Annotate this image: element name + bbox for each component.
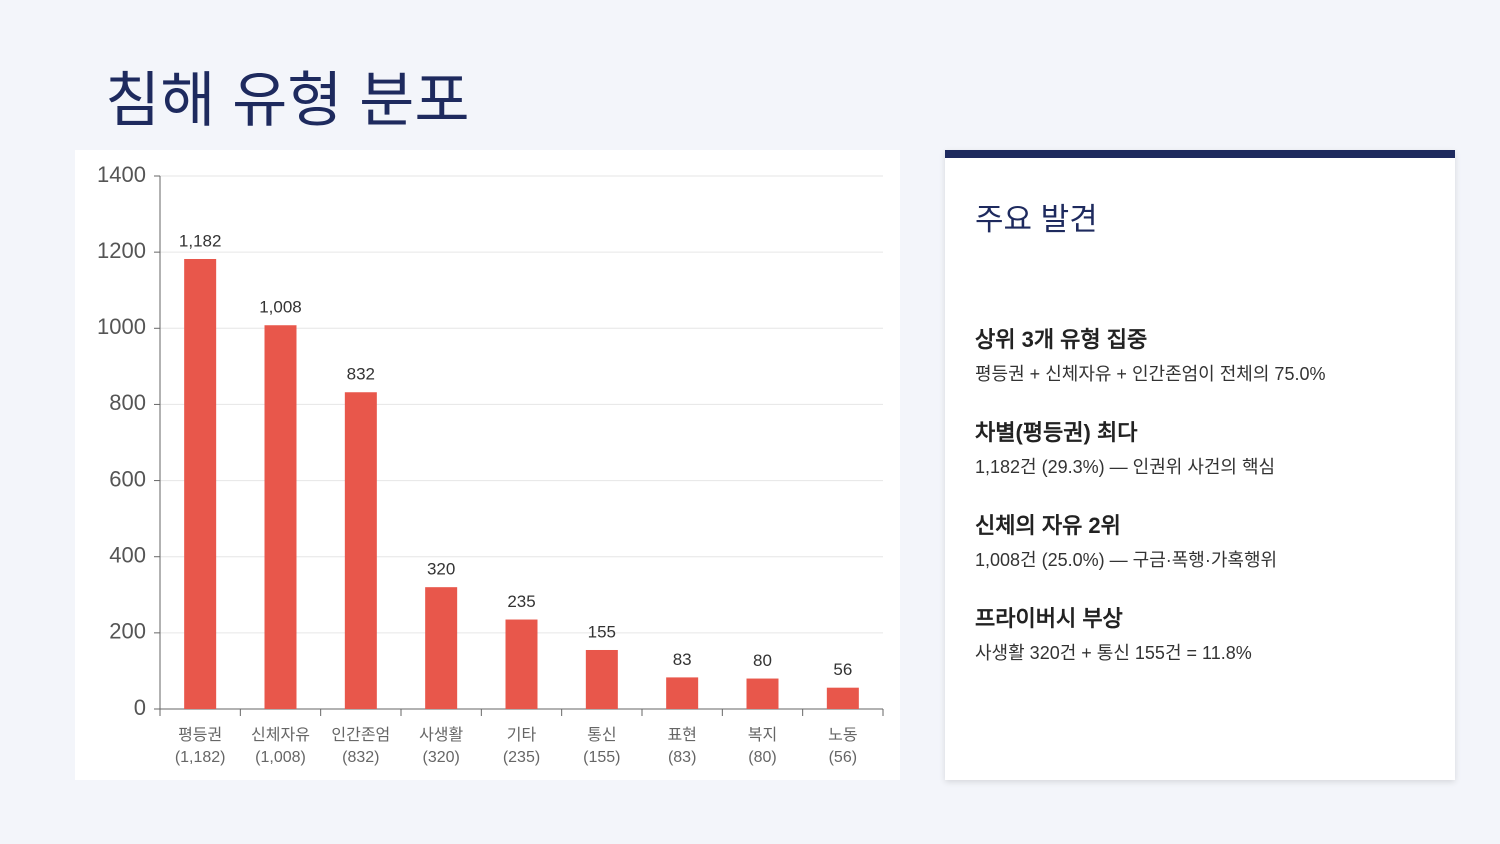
bar bbox=[746, 678, 779, 709]
bar bbox=[826, 687, 859, 709]
finding-heading: 차별(평등권) 최다 bbox=[975, 420, 1138, 445]
finding-heading: 상위 3개 유형 집중 bbox=[975, 327, 1148, 352]
y-tick-label: 1200 bbox=[97, 238, 146, 263]
x-tick-label: (1,008) bbox=[255, 749, 306, 766]
finding-heading: 신체의 자유 2위 bbox=[975, 513, 1121, 538]
data-label: 56 bbox=[833, 660, 852, 679]
slide-title: 침해 유형 분포 bbox=[105, 67, 470, 134]
y-tick-label: 0 bbox=[134, 695, 146, 720]
finding: 차별(평등권) 최다 1,182건 (29.3%) — 인권위 사건의 핵심 bbox=[975, 415, 1275, 479]
y-tick-label: 1400 bbox=[97, 162, 146, 187]
y-tick-label: 1000 bbox=[97, 314, 146, 339]
x-tick-label: 신체자유 bbox=[251, 726, 310, 744]
bar bbox=[184, 258, 217, 709]
bar bbox=[344, 392, 377, 709]
bar bbox=[505, 619, 538, 709]
data-label: 832 bbox=[347, 365, 375, 384]
data-label: 83 bbox=[673, 650, 692, 669]
y-tick-label: 400 bbox=[109, 543, 146, 568]
bar bbox=[666, 677, 699, 709]
x-tick-label: (80) bbox=[748, 749, 776, 766]
chart: 0 200 400 600 800 1000 1200 1400 평등권 (1,182) 1,182… bbox=[97, 162, 884, 766]
x-tick-label: (832) bbox=[342, 749, 379, 766]
bar bbox=[264, 325, 297, 709]
x-tick-label: 노동 bbox=[828, 727, 857, 744]
bar bbox=[585, 649, 618, 709]
x-tick-label: (155) bbox=[583, 749, 620, 766]
finding-text: 1,182건 (29.3%) — 인권위 사건의 핵심 bbox=[975, 457, 1276, 477]
x-tick-label: (56) bbox=[829, 749, 857, 766]
finding-text: 사생활 320건 + 통신 155건 = 11.8% bbox=[975, 643, 1252, 663]
finding: 신체의 자유 2위 1,008건 (25.0%) — 구금·폭행·가혹행위 bbox=[975, 508, 1277, 572]
data-label: 80 bbox=[753, 651, 772, 670]
data-label: 1,008 bbox=[259, 298, 302, 317]
y-tick-label: 600 bbox=[109, 466, 146, 491]
x-tick-label: 통신 bbox=[587, 726, 616, 744]
data-label: 155 bbox=[588, 622, 616, 641]
finding-heading: 프라이버시 부상 bbox=[975, 606, 1123, 631]
x-tick-label: 인간존엄 bbox=[331, 726, 390, 744]
x-tick-label: (1,182) bbox=[175, 749, 226, 766]
x-tick-label: (320) bbox=[422, 749, 459, 766]
x-tick-label: 표현 bbox=[667, 726, 696, 744]
data-label: 235 bbox=[507, 592, 535, 611]
x-tick-label: (83) bbox=[668, 749, 696, 766]
bar bbox=[425, 587, 458, 709]
data-label: 1,182 bbox=[179, 231, 222, 250]
finding-text: 1,008건 (25.0%) — 구금·폭행·가혹행위 bbox=[975, 550, 1278, 570]
y-tick-label: 200 bbox=[109, 619, 146, 644]
x-tick-label: (235) bbox=[503, 749, 540, 766]
chart-container: 0 200 400 600 800 1000 1200 1400 평등권 (1,182) 1,182… bbox=[75, 150, 900, 780]
x-tick-label: 사생활 bbox=[419, 726, 463, 744]
x-tick-label: 기타 bbox=[507, 726, 537, 744]
x-tick-label: 복지 bbox=[748, 726, 777, 744]
x-tick-label: 평등권 bbox=[178, 726, 222, 744]
finding-text: 평등권 + 신체자유 + 인간존엄이 전체의 75.0% bbox=[975, 364, 1326, 384]
data-label: 320 bbox=[427, 560, 455, 579]
panel-title: 주요 발견 bbox=[975, 202, 1098, 237]
y-tick-label: 800 bbox=[109, 390, 146, 415]
